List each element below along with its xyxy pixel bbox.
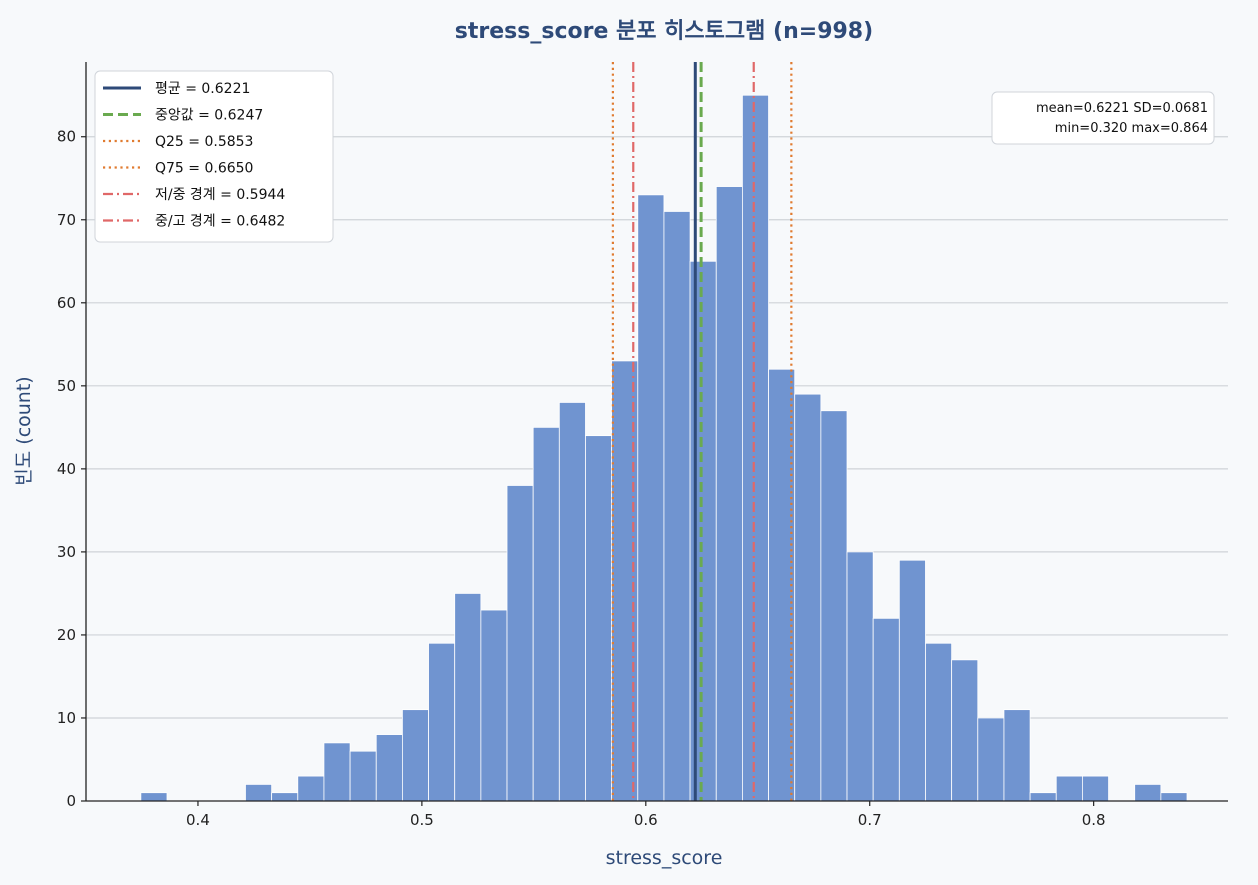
stats-box-frame — [991, 91, 1215, 145]
histogram-bar-22 — [715, 186, 743, 802]
x-tick-label-0.4: 0.4 — [186, 811, 210, 829]
histogram-bar-30 — [925, 642, 953, 802]
histogram-bar-5 — [271, 792, 299, 802]
histogram-bar-28 — [872, 617, 900, 802]
stats-box: mean=0.6221 SD=0.0681 min=0.320 max=0.86… — [991, 91, 1215, 145]
histogram-bar-14 — [506, 485, 534, 802]
y-tick-label-50: 50 — [57, 377, 76, 395]
histogram-bar-34 — [1029, 792, 1057, 802]
histogram-bar-27 — [846, 551, 874, 802]
histogram-bar-35 — [1055, 775, 1083, 802]
histogram-bar-7 — [323, 742, 351, 802]
histogram-bar-9 — [375, 734, 403, 802]
y-tick-label-40: 40 — [57, 460, 76, 478]
legend-label-중/고 경계: 중/고 경계 = 0.6482 — [155, 214, 285, 230]
histogram-bar-39 — [1160, 792, 1188, 802]
histogram-bar-19 — [637, 194, 665, 802]
reference-lines — [611, 62, 793, 801]
y-tick-label-30: 30 — [57, 543, 76, 561]
histogram-bar-10 — [402, 709, 429, 802]
legend: 평균 = 0.6221 중앙값 = 0.6247 Q25 = 0.5853 Q75 =… — [94, 70, 334, 243]
x-tick-label-0.7: 0.7 — [858, 811, 882, 829]
histogram-bar-12 — [454, 593, 482, 802]
y-axis-label: 빈도 (count) — [13, 376, 35, 485]
stats-line-1: mean=0.6221 SD=0.0681 — [1036, 101, 1208, 116]
y-tick-label-60: 60 — [57, 294, 76, 312]
histogram-bar-25 — [794, 393, 822, 802]
histogram-bar-15 — [532, 426, 560, 802]
x-tick-label-0.8: 0.8 — [1082, 811, 1106, 829]
y-tick-label-0: 0 — [66, 792, 76, 810]
legend-frame — [94, 70, 334, 243]
chart-title: stress_score 분포 히스토그램 (n=998) — [455, 19, 873, 44]
histogram-bar-26 — [820, 410, 848, 802]
histogram-bars — [140, 94, 1188, 802]
histogram-bar-29 — [898, 559, 926, 802]
histogram-bar-8 — [349, 750, 377, 802]
histogram-bar-36 — [1082, 775, 1109, 802]
histogram-bar-6 — [297, 775, 325, 802]
legend-label-Q75: Q75 = 0.6650 — [155, 161, 253, 177]
x-tick-label-0.5: 0.5 — [410, 811, 434, 829]
legend-label-중앙값: 중앙값 = 0.6247 — [155, 108, 263, 124]
y-tick-label-20: 20 — [57, 626, 76, 644]
histogram-bar-38 — [1134, 783, 1162, 802]
histogram-bar-31 — [951, 659, 979, 802]
y-tick-label-10: 10 — [57, 709, 76, 727]
y-tick-label-80: 80 — [57, 128, 76, 146]
histogram-bar-23 — [742, 94, 769, 802]
x-tick-label-0.6: 0.6 — [634, 811, 658, 829]
histogram-bar-16 — [558, 402, 586, 802]
y-tick-label-70: 70 — [57, 211, 76, 229]
histogram-bar-20 — [663, 211, 691, 802]
x-axis-label: stress_score — [606, 847, 723, 869]
histogram-bar-11 — [428, 642, 456, 802]
axes: 0.4 0.5 0.6 0.7 0.8 0 10 20 30 40 50 60 70 80 — [57, 62, 1228, 829]
histogram-bar-17 — [585, 435, 613, 802]
legend-label-저/중 경계: 저/중 경계 = 0.5944 — [155, 187, 285, 203]
histogram-bar-4 — [245, 783, 273, 802]
legend-label-Q25: Q25 = 0.5853 — [155, 134, 253, 150]
histogram-bar-33 — [1003, 709, 1031, 802]
histogram-bar-13 — [480, 609, 508, 802]
stats-line-2: min=0.320 max=0.864 — [1055, 121, 1208, 136]
histogram-bar-0 — [140, 792, 168, 802]
histogram-bar-32 — [977, 717, 1005, 802]
legend-label-평균: 평균 = 0.6221 — [155, 81, 250, 97]
